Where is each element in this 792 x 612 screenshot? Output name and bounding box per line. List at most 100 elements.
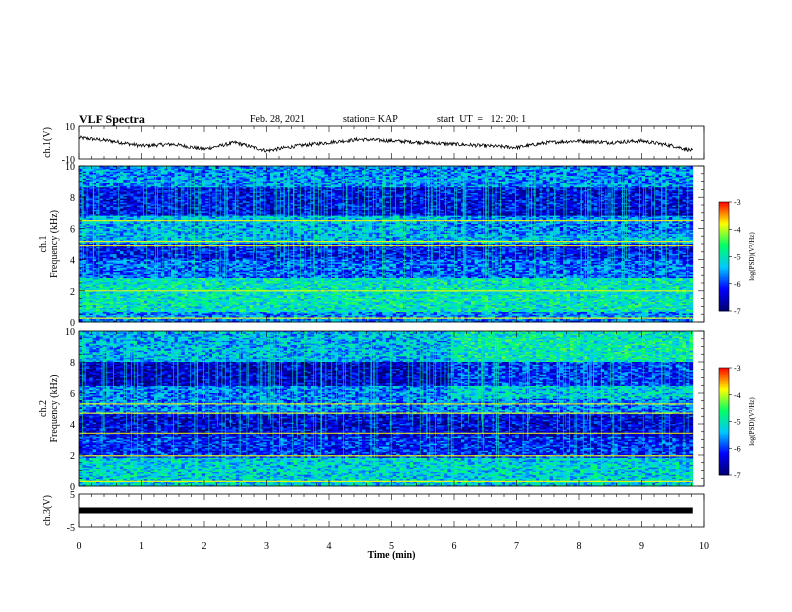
psd-cell: [389, 170, 394, 173]
psd-cell: [385, 173, 390, 175]
psd-cell: [269, 173, 274, 175]
psd-cell: [467, 170, 472, 173]
psd-cell: [522, 166, 527, 168]
psd-cell: [494, 171, 499, 174]
psd-cell: [317, 168, 322, 171]
psd-cell: [474, 171, 479, 174]
psd-cell: [304, 171, 308, 174]
psd-cell: [645, 168, 649, 171]
psd-cell: [225, 171, 230, 174]
psd-cell: [276, 168, 281, 171]
psd-cell: [310, 173, 315, 175]
psd-cell: [85, 167, 90, 170]
station-label: station= KAP: [343, 114, 398, 125]
psd-cell: [235, 167, 240, 170]
psd-cell: [477, 170, 482, 173]
psd-cell: [355, 170, 359, 173]
psd-cell: [372, 167, 377, 170]
psd-cell: [672, 171, 677, 174]
psd-cell: [171, 167, 175, 170]
psd-cell: [413, 170, 417, 173]
psd-cell: [252, 173, 257, 175]
psd-cell: [491, 166, 496, 168]
psd-cell: [307, 173, 312, 175]
psd-cell: [362, 168, 366, 171]
psd-cell: [252, 167, 257, 170]
psd-cell: [119, 166, 124, 168]
psd-cell: [460, 171, 465, 174]
psd-cell: [242, 171, 247, 174]
psd-cell: [641, 167, 646, 170]
psd-cell: [457, 170, 462, 173]
psd-cell: [266, 171, 271, 174]
psd-cell: [539, 168, 544, 171]
psd-cell: [549, 167, 554, 170]
psd-cell: [494, 167, 499, 170]
psd-cell: [416, 166, 421, 168]
psd-cell: [225, 166, 230, 168]
psd-cell: [593, 168, 598, 171]
psd-cell: [573, 168, 578, 171]
psd-cell: [188, 168, 192, 171]
psd-cell: [269, 171, 274, 174]
psd-cell: [580, 168, 585, 171]
psd-cell: [314, 170, 319, 173]
psd-cell: [515, 166, 520, 168]
psd-cell: [297, 168, 302, 171]
psd-cell: [177, 168, 182, 171]
psd-cell: [201, 173, 206, 175]
psd-cell: [416, 173, 421, 175]
psd-cell: [143, 167, 148, 170]
psd-cell: [525, 168, 530, 171]
psd-cell: [116, 171, 121, 174]
psd-cell: [542, 170, 547, 173]
psd-cell: [160, 166, 165, 168]
psd-cell: [556, 168, 561, 171]
psd-cell: [215, 168, 220, 171]
psd-cell: [443, 166, 448, 168]
psd-cell: [607, 166, 612, 168]
psd-cell: [552, 167, 557, 170]
psd-cell: [392, 173, 397, 175]
psd-cell: [92, 170, 97, 173]
psd-cell: [535, 170, 540, 173]
psd-cell: [498, 168, 503, 171]
psd-cell: [96, 171, 100, 174]
psd-cell: [362, 171, 366, 174]
psd-cell: [317, 170, 322, 173]
psd-cell: [106, 171, 111, 174]
psd-cell: [610, 171, 615, 174]
psd-cell: [338, 173, 342, 175]
psd-cell: [529, 170, 533, 173]
psd-cell: [171, 171, 175, 174]
psd-cell: [471, 168, 475, 171]
psd-cell: [396, 166, 400, 168]
psd-cell: [552, 171, 557, 174]
psd-cell: [222, 167, 227, 170]
psd-cell: [297, 171, 302, 174]
psd-cell: [211, 170, 216, 173]
psd-cell: [327, 170, 332, 173]
psd-cell: [672, 170, 677, 173]
psd-cell: [610, 168, 615, 171]
psd-cell: [273, 173, 278, 175]
psd-cell: [389, 166, 394, 168]
psd-cell: [372, 171, 377, 174]
psd-cell: [133, 171, 138, 174]
psd-cell: [658, 168, 663, 171]
psd-cell: [334, 168, 339, 171]
psd-cell: [304, 166, 308, 168]
psd-cell: [368, 170, 373, 173]
psd-cell: [505, 167, 510, 170]
psd-cell: [276, 167, 281, 170]
psd-cell: [174, 170, 179, 173]
psd-cell: [433, 173, 438, 175]
psd-cell: [150, 167, 155, 170]
psd-cell: [140, 167, 145, 170]
psd-cell: [494, 173, 499, 175]
psd-cell: [225, 168, 230, 171]
psd-cell: [130, 170, 134, 173]
psd-cell: [218, 173, 223, 175]
psd-cell: [668, 171, 673, 174]
psd-cell: [389, 171, 394, 174]
